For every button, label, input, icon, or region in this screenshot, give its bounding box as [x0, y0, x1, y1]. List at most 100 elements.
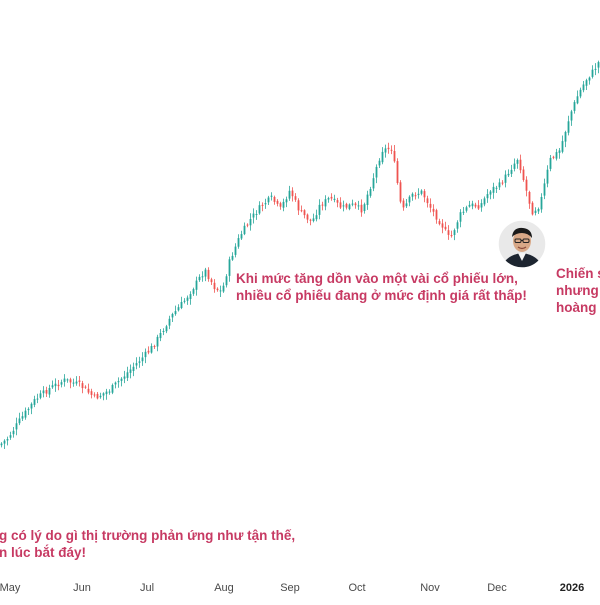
candle-body [570, 111, 573, 121]
candle-body [207, 269, 210, 280]
candle [63, 374, 66, 387]
candle-body [159, 333, 162, 339]
candle [54, 378, 57, 392]
candle-body [417, 193, 420, 195]
candle [540, 193, 543, 213]
candle [372, 173, 375, 192]
candle-body [369, 189, 372, 196]
candle [183, 298, 186, 304]
candle [102, 392, 105, 401]
candle-body [522, 169, 525, 180]
candle-body [195, 280, 198, 290]
candle [255, 210, 258, 220]
candle-body [198, 276, 201, 281]
candle [393, 145, 396, 163]
candle [87, 383, 90, 395]
candle [369, 186, 372, 198]
candle-body [15, 423, 18, 430]
candle [564, 130, 567, 148]
candle-body [6, 439, 9, 441]
candle [552, 155, 555, 160]
candle [402, 198, 405, 211]
candle [66, 378, 69, 383]
candle-body [390, 149, 393, 151]
candle [495, 185, 498, 193]
candle [429, 198, 432, 213]
candle-body [237, 238, 240, 247]
candle-body [0, 443, 3, 446]
candle [246, 223, 249, 228]
candle-body [573, 102, 576, 111]
candle-body [3, 440, 6, 444]
candle-body [51, 385, 54, 388]
candle-body [513, 163, 516, 169]
annotation-middle-line-1: Khi mức tăng dồn vào một vài cổ phiếu lớ… [236, 271, 518, 286]
candle [222, 282, 225, 293]
candle [579, 87, 582, 99]
candle-body [498, 182, 501, 188]
candle [108, 389, 111, 395]
candle [168, 315, 171, 330]
candle-body [69, 379, 72, 383]
candle [345, 202, 348, 210]
candle [519, 154, 522, 174]
candle [597, 60, 600, 74]
candle [45, 386, 48, 397]
candle [186, 295, 189, 305]
candle [591, 65, 594, 79]
candle-body [99, 395, 102, 398]
candle-body [216, 288, 219, 291]
candle-body [405, 203, 408, 207]
candle [438, 218, 441, 226]
candle-body [387, 147, 390, 150]
candle-body [477, 205, 480, 209]
candle-body [339, 202, 342, 208]
candle-body [249, 219, 252, 226]
candle [312, 213, 315, 223]
candle [279, 201, 282, 210]
candle-body [18, 418, 21, 424]
candle-body [63, 378, 66, 382]
candle-body [381, 151, 384, 163]
candle [390, 145, 393, 155]
candle-body [525, 179, 528, 191]
candle-body [534, 210, 537, 213]
candle-body [321, 204, 324, 206]
candle [363, 202, 366, 214]
candle [453, 228, 456, 241]
candle-body [345, 203, 348, 208]
candle-body [312, 218, 315, 221]
candle [585, 78, 588, 90]
candle [132, 362, 135, 377]
candle-body [561, 141, 564, 152]
candle [243, 222, 246, 236]
candle-body [546, 169, 549, 184]
candle [309, 218, 312, 226]
candle-body [531, 202, 534, 215]
candle-body [504, 174, 507, 183]
candle [105, 388, 108, 400]
candle-body [372, 178, 375, 189]
candle-body [72, 382, 75, 384]
candle-body [45, 390, 48, 394]
candle-body [273, 197, 276, 202]
candle-body [378, 160, 381, 166]
candle [126, 366, 129, 381]
candle [408, 195, 411, 207]
candle-body [435, 210, 438, 220]
candle-body [258, 205, 261, 214]
candle [300, 205, 303, 213]
candle-body [495, 187, 498, 189]
candle-body [342, 205, 345, 207]
candle-body [282, 201, 285, 208]
candle-body [357, 205, 360, 207]
candle-body [138, 361, 141, 363]
candle [426, 195, 429, 208]
candle-body [576, 96, 579, 104]
candle [252, 208, 255, 224]
candle-body [471, 203, 474, 207]
candle [417, 188, 420, 199]
candle-body [480, 203, 483, 208]
candle-body [303, 210, 306, 216]
